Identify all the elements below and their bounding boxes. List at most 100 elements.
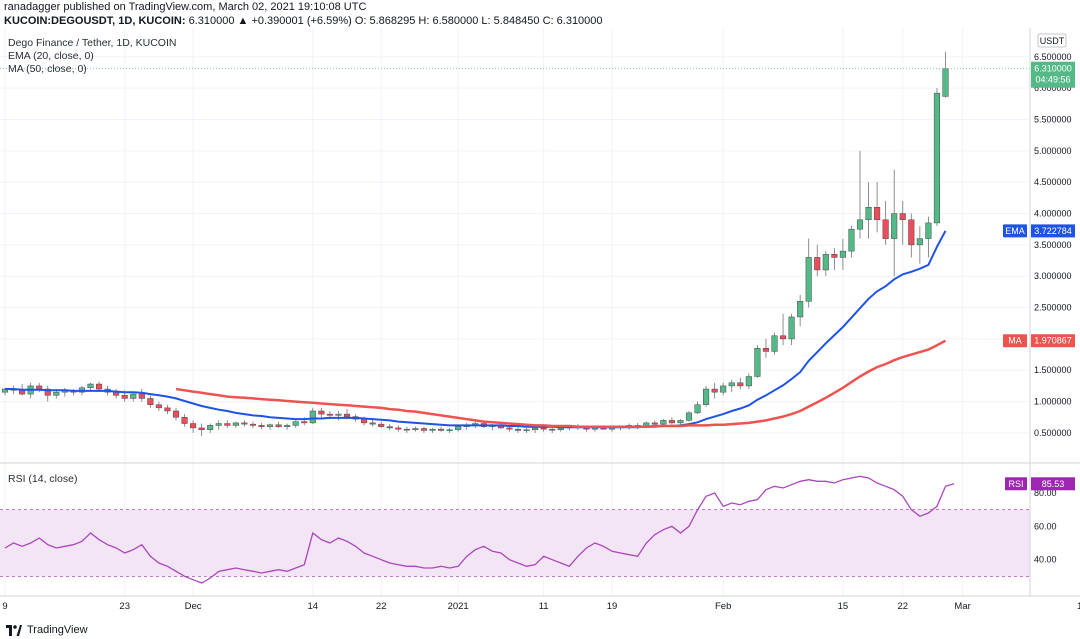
candle-body [916,238,923,246]
rsi-axis[interactable]: 80.00 60.00 40.00 [1034,488,1057,565]
candle-body [891,213,898,239]
candle-body [138,393,145,399]
countdown-value: 04:49:56 [1035,75,1070,85]
candle-body [232,422,239,426]
candle-body [403,428,410,431]
last-price-badge: 6.310000 04:49:56 [1031,61,1075,88]
candle-body [549,428,556,431]
candle-body [745,376,752,387]
time-tick-label: 11 [539,601,549,612]
candle-body [737,382,744,387]
rsi-legend[interactable]: RSI (14, close) [8,473,77,485]
symbol-ohlc-line: KUCOIN:DEGOUSDT, 1D, KUCOIN: 6.310000 ▲ … [4,14,1074,28]
candle-body [540,427,547,430]
candle-body [36,385,43,390]
candle-body [412,428,419,431]
candle-body [429,428,436,431]
candle-body [874,207,881,221]
candle-body [685,412,693,421]
candle-body [121,395,128,399]
price-tick-label: 0.500000 [1034,428,1072,438]
price-tick-label: 6.000000 [1034,83,1072,93]
time-tick-label: 15 [838,601,849,612]
candle-body [506,427,513,430]
candlesticks [1,51,949,437]
candle-body [711,388,718,393]
candle-body [361,418,368,424]
candle-body [831,254,838,258]
candle-body [87,383,94,389]
candle-body [694,404,701,414]
last-price-value: 6.310000 [1034,64,1072,74]
candle-body [780,335,787,340]
candle-body [386,426,393,429]
candle-body [660,420,667,425]
ohlc-values: O: 5.868295 H: 6.580000 L: 5.848450 C: 6… [354,15,603,27]
candle-body [805,257,812,302]
candle-body [369,422,376,425]
candle-body [728,382,735,387]
candle-body [720,385,727,393]
price-axis[interactable]: 6.500000 6.000000 5.500000 5.000000 4.500000… [1034,52,1072,438]
rsi-band [0,509,1030,577]
currency-box[interactable]: USDT [1037,33,1067,48]
candle-body [771,335,778,352]
candle-body [455,426,462,431]
rsi-tick-label: 80.00 [1034,488,1057,498]
candle-body [181,417,188,424]
publish-info: ranadagger published on TradingView.com,… [4,1,367,13]
rsi-badge: RSI 85.53 [1005,477,1075,491]
candle-body [215,423,222,426]
candle-body [378,423,385,427]
candle-body [258,425,265,427]
candle-body [514,428,522,431]
price-tick-label: 6.500000 [1034,52,1072,62]
candle-body [275,424,282,427]
footer-brand[interactable]: TradingView [27,624,88,636]
candle-body [267,424,274,427]
price-chart[interactable]: Dego Finance / Tether, 1D, KUCOIN EMA (2… [0,28,1080,620]
candle-body [190,423,197,429]
candle-body [925,222,932,239]
candle-body [292,421,299,426]
chart-header: ranadagger published on TradingView.com,… [4,0,1074,28]
candle-body [343,413,351,417]
currency-label: USDT [1040,36,1065,46]
ema-badge-value: 3.722784 [1034,226,1072,236]
candle-body [933,92,941,224]
candle-body [677,420,684,424]
rsi-line [4,475,955,584]
candle-body [164,407,171,412]
candle-body [942,68,949,97]
candle-body [908,219,915,246]
rsi-tick-label: 40.00 [1034,555,1057,565]
price-tick-label: 1.500000 [1034,365,1072,375]
ema-legend[interactable]: EMA (20, close, 0) [8,50,94,62]
rsi-badge-label: RSI [1008,479,1023,489]
candle-body [822,254,829,271]
candle-body [865,207,872,221]
time-tick-label: 22 [897,601,908,612]
candle-body [326,413,333,416]
candle-body [668,420,675,424]
price-tick-label: 3.000000 [1034,271,1072,281]
symbol-label: KUCOIN:DEGOUSDT, 1D, KUCOIN: [4,15,186,27]
candle-body [814,257,821,271]
candle-body [207,425,214,431]
time-axis[interactable]: 9 23 Dec 14 22 2021 11 19 Feb 15 22 Mar 15 [2,601,1080,612]
time-tick-label: 9 [2,601,7,612]
price-tick-label: 2.500000 [1034,303,1072,313]
ma-badge: MA 1.970867 [1003,334,1075,348]
candle-body [703,388,710,405]
candle-body [395,427,402,430]
ma-legend[interactable]: MA (50, close, 0) [8,63,87,75]
grid-lines [0,28,1030,596]
candle-body [19,390,26,395]
candle-body [523,429,530,432]
time-tick-label: 19 [607,601,618,612]
price-change: 6.310000 ▲ +0.390001 (+6.59%) [188,15,352,27]
price-tick-label: 3.500000 [1034,240,1072,250]
chart-title: Dego Finance / Tether, 1D, KUCOIN [8,37,176,49]
time-tick-label: 14 [308,601,319,612]
time-tick-label: Feb [715,601,731,612]
